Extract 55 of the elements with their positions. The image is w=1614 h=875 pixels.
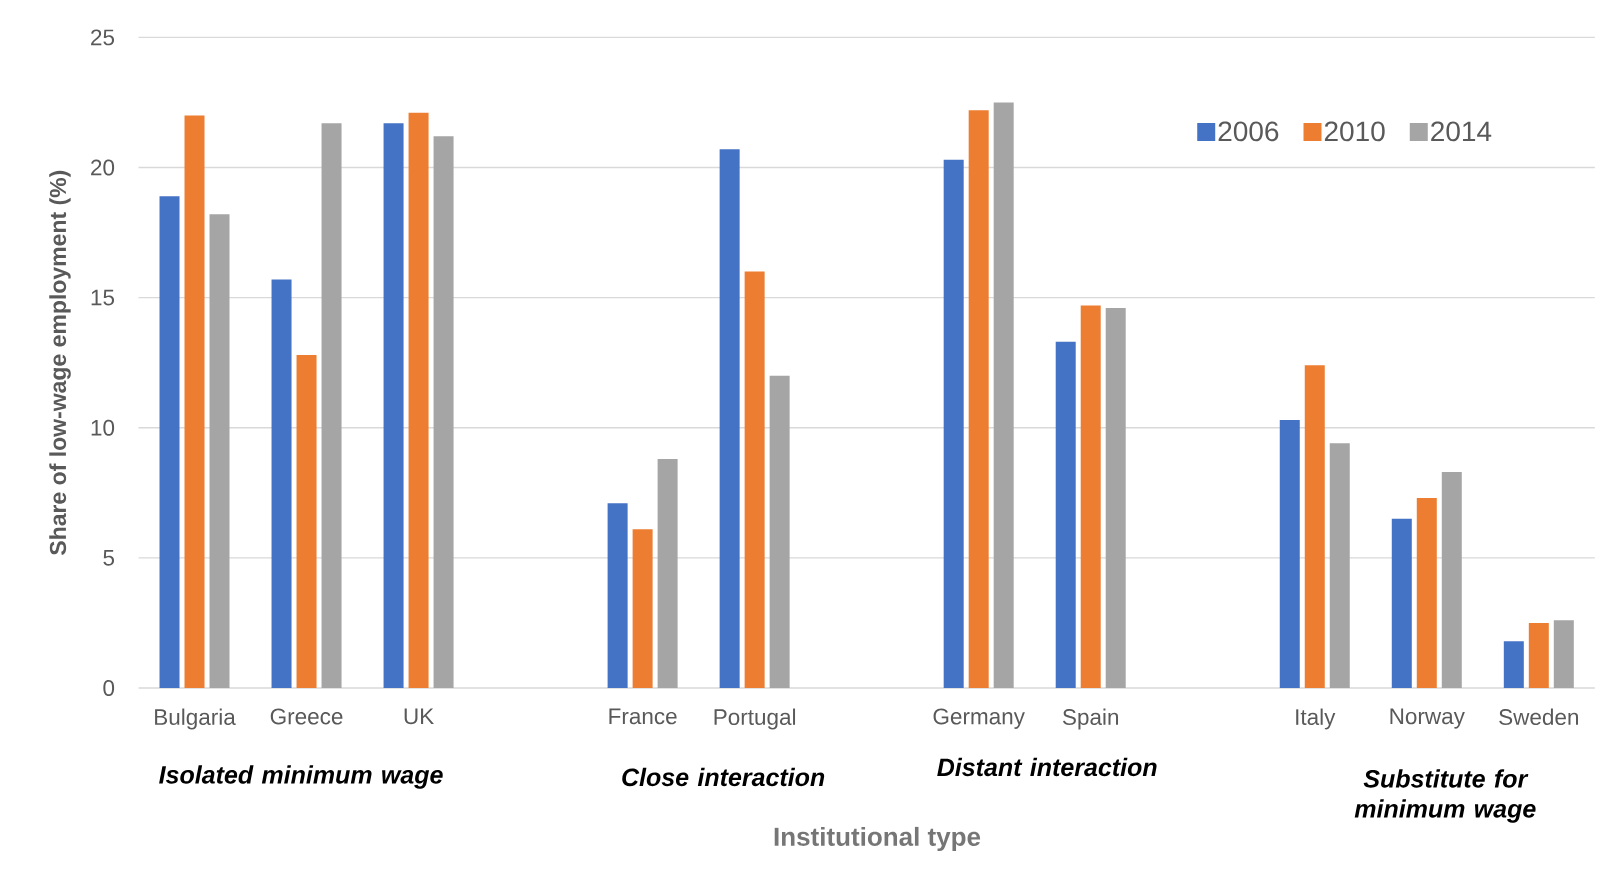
bar <box>184 115 205 688</box>
bar <box>408 112 429 688</box>
y-tick-label: 15 <box>91 289 115 306</box>
bar <box>383 123 404 688</box>
bar <box>607 503 628 688</box>
text: Distant interaction <box>937 757 1157 777</box>
bar <box>271 279 292 688</box>
bar <box>159 196 180 688</box>
x-tick-label: Greece <box>270 708 343 725</box>
y-tick-label: 5 <box>103 550 115 566</box>
text: Substitute for minimum wage <box>1354 769 1536 823</box>
legend-label: 2006 <box>1218 121 1279 142</box>
bar <box>1080 305 1101 688</box>
bar <box>993 102 1014 688</box>
bar <box>433 136 454 688</box>
x-tick-label: Portugal <box>714 708 796 730</box>
legend-label: 2014 <box>1431 121 1492 142</box>
bar <box>1528 622 1549 688</box>
text: Close interaction <box>622 767 825 787</box>
y-tick-label: 0 <box>103 680 115 696</box>
bar <box>1503 641 1524 688</box>
bar <box>321 123 342 688</box>
bar <box>1055 341 1076 688</box>
bar <box>1105 308 1126 688</box>
bar <box>1416 498 1437 688</box>
x-axis-title: Institutional type <box>774 826 981 852</box>
bar <box>1553 620 1574 688</box>
bar <box>1304 365 1325 688</box>
bar <box>209 214 230 688</box>
bar <box>1279 419 1300 688</box>
bar <box>943 159 964 688</box>
y-axis-title: Share of low-wage employment (%) <box>49 170 71 556</box>
bar <box>769 375 790 688</box>
bar <box>657 458 678 688</box>
bar <box>1391 518 1412 688</box>
x-tick-label: UK <box>404 708 434 725</box>
x-tick-label: Spain <box>1062 708 1119 730</box>
text: Isolated minimum wage <box>159 765 443 789</box>
x-tick-label: Italy <box>1296 708 1336 730</box>
bar <box>1329 443 1350 688</box>
x-tick-label: Norway <box>1390 708 1465 729</box>
x-tick-label: Sweden <box>1499 708 1578 726</box>
bar <box>719 149 740 688</box>
bar <box>744 271 765 688</box>
y-tick-label: 25 <box>91 29 115 46</box>
bar <box>968 110 989 688</box>
bar <box>632 529 653 688</box>
y-tick-label: 20 <box>91 159 115 176</box>
x-tick-label: France <box>609 708 677 725</box>
bar <box>1441 471 1462 688</box>
legend-label: 2010 <box>1324 121 1385 142</box>
y-tick-label: 10 <box>91 419 115 436</box>
bar <box>296 354 317 688</box>
x-tick-label: Bulgaria <box>155 708 236 730</box>
x-tick-label: Germany <box>933 708 1025 729</box>
